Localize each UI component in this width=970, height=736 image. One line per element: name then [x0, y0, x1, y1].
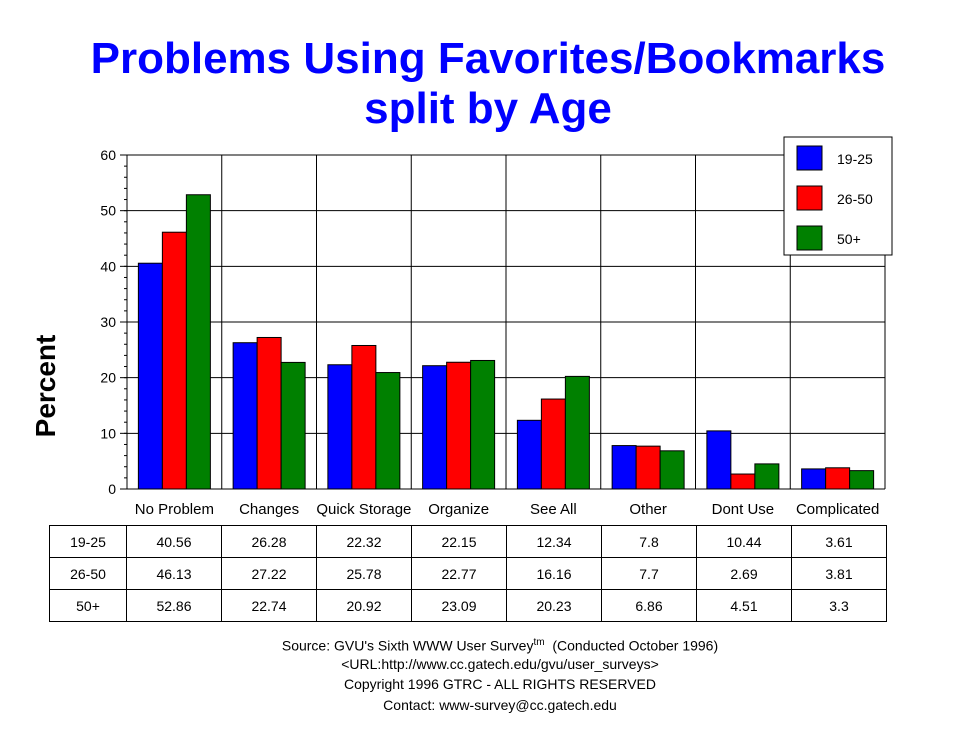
bar — [706, 430, 732, 490]
x-tick-label: Changes — [239, 501, 299, 518]
contact-text: Contact: www-survey@cc.gatech.edu — [383, 697, 617, 713]
bar — [540, 398, 566, 490]
chart-title: Problems Using Favorites/Bookmarks — [90, 34, 886, 83]
table-cell: 22.74 — [221, 589, 317, 622]
x-tick-label: See All — [530, 501, 577, 518]
bar — [232, 342, 258, 490]
table-cell: 52.86 — [126, 589, 222, 622]
table-row-label: 50+ — [49, 589, 127, 622]
bar — [635, 445, 661, 490]
table-cell: 12.34 — [506, 525, 602, 558]
bar — [470, 359, 496, 490]
table-cell: 4.51 — [696, 589, 792, 622]
bar — [280, 361, 306, 490]
bar — [754, 463, 780, 490]
bar — [801, 468, 827, 490]
x-tick-label: Dont Use — [712, 501, 775, 518]
bar — [161, 231, 187, 490]
table-cell: 16.16 — [506, 557, 602, 590]
legend-label: 19-25 — [837, 151, 873, 167]
bar — [422, 365, 448, 490]
table-cell: 22.32 — [316, 525, 412, 558]
bar — [516, 419, 542, 490]
x-tick-label: Complicated — [796, 501, 879, 518]
y-tick-label: 30 — [100, 314, 116, 330]
table-cell: 25.78 — [316, 557, 412, 590]
y-tick-label: 60 — [100, 147, 116, 163]
table-cell: 22.15 — [411, 525, 507, 558]
table-row: 19-25 40.56 26.28 22.32 22.15 12.34 7.8 10.44 3.… — [49, 525, 887, 558]
bar — [137, 262, 163, 490]
table-cell: 7.7 — [601, 557, 697, 590]
y-tick-label: 50 — [100, 203, 116, 219]
bar-chart: 0 10 20 30 40 50 60 No Problem Changes Quick Stor… — [100, 136, 893, 518]
data-table: 19-25 40.56 26.28 22.32 22.15 12.34 7.8 10.44 3.… — [49, 525, 887, 622]
x-tick-label: Quick Storage — [316, 501, 411, 518]
bar — [256, 336, 282, 490]
trademark-sup: tm — [533, 637, 545, 648]
bar — [446, 361, 472, 490]
table-cell: 27.22 — [221, 557, 317, 590]
bar — [659, 450, 685, 490]
table-row: 50+ 52.86 22.74 20.92 23.09 20.23 6.86 4.51 3.3 — [49, 589, 887, 622]
y-tick-label: 10 — [100, 425, 116, 441]
bar — [375, 372, 401, 490]
bar — [351, 344, 377, 490]
table-cell: 6.86 — [601, 589, 697, 622]
y-axis-label: Percent — [30, 334, 61, 438]
table-cell: 22.77 — [411, 557, 507, 590]
table-cell: 23.09 — [411, 589, 507, 622]
bar — [730, 473, 756, 490]
bar — [611, 445, 637, 490]
table-row: 26-50 46.13 27.22 25.78 22.77 16.16 7.7 2.69 3.8… — [49, 557, 887, 590]
y-tick-label: 0 — [108, 481, 116, 497]
legend-label: 26-50 — [837, 191, 873, 207]
chart-subtitle: split by Age — [364, 84, 612, 133]
legend-swatch — [796, 185, 823, 211]
legend-swatch — [796, 225, 823, 251]
table-cell: 26.28 — [221, 525, 317, 558]
table-row-label: 26-50 — [49, 557, 127, 590]
bar — [327, 364, 353, 490]
y-tick-label: 40 — [100, 258, 116, 274]
bar — [564, 375, 590, 490]
table-cell: 20.23 — [506, 589, 602, 622]
table-row-label: 19-25 — [49, 525, 127, 558]
x-tick-label: Other — [629, 501, 667, 518]
bar — [849, 470, 875, 490]
table-cell: 3.3 — [791, 589, 887, 622]
legend-label: 50+ — [837, 231, 861, 247]
table-cell: 3.61 — [791, 525, 887, 558]
y-tick-label: 20 — [100, 370, 116, 386]
table-cell: 40.56 — [126, 525, 222, 558]
source-line: Source: GVU's Sixth WWW User Surveytm (C… — [0, 637, 970, 654]
table-cell: 10.44 — [696, 525, 792, 558]
table-cell: 20.92 — [316, 589, 412, 622]
source-url: <URL:http://www.cc.gatech.edu/gvu/user_s… — [341, 656, 659, 672]
bar — [825, 467, 851, 490]
x-tick-label: Organize — [428, 501, 489, 518]
source-date: (Conducted October 1996) — [544, 637, 719, 654]
x-tick-label: No Problem — [135, 501, 214, 518]
source-text: Source: GVU's Sixth WWW User Survey — [281, 637, 534, 654]
copyright-text: Copyright 1996 GTRC - ALL RIGHTS RESERVE… — [344, 676, 656, 692]
legend-swatch — [796, 145, 823, 171]
bar — [185, 194, 211, 490]
table-cell: 2.69 — [696, 557, 792, 590]
table-cell: 46.13 — [126, 557, 222, 590]
table-cell: 7.8 — [601, 525, 697, 558]
table-cell: 3.81 — [791, 557, 887, 590]
